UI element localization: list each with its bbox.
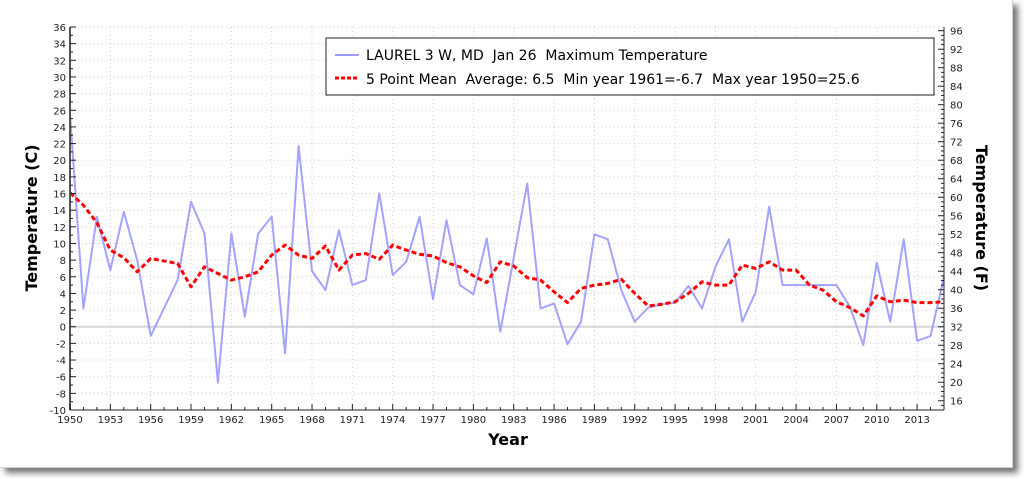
y-tick-label-left: 24 [53,123,66,134]
x-tick-label: 1971 [340,415,365,426]
y-tick-label-left: 32 [53,56,66,67]
x-tick-label: 1953 [98,415,123,426]
y-tick-label-left: 14 [53,206,66,217]
y-tick-label-right: 80 [950,101,963,112]
x-tick-label: 1995 [662,415,687,426]
x-tick-label: 1977 [420,415,445,426]
x-tick-label: 2010 [864,415,889,426]
y-tick-label-left: 34 [53,40,66,51]
y-tick-label-left: 30 [53,73,66,84]
y-tick-label-left: 0 [60,323,66,334]
y-tick-label-right: 32 [950,323,963,334]
y-tick-label-right: 20 [950,378,963,389]
y-tick-label-right: 16 [950,397,963,408]
x-tick-label: 1980 [461,415,486,426]
y-tick-label-right: 88 [950,64,963,75]
y-tick-label-left: 8 [60,256,66,267]
legend: LAUREL 3 W, MD Jan 26 Maximum Temperatur… [325,37,935,96]
x-axis-title: Year [487,430,528,449]
x-tick-label: 2013 [904,415,929,426]
x-tick-label: 1983 [501,415,526,426]
y-tick-label-right: 44 [950,267,963,278]
y-tick-label-right: 52 [950,230,963,241]
y-tick-label-right: 28 [950,341,963,352]
y-tick-label-right: 40 [950,286,963,297]
series-line-max-temperature [69,113,945,384]
y-tick-label-right: 76 [950,119,963,130]
left-axis-ticks: -10-8-6-4-202468101214161820222426283032… [50,23,76,417]
y-tick-label-right: 48 [950,249,963,260]
legend-box [325,37,935,96]
x-tick-label: 2007 [824,415,849,426]
y-axis-title-right: Temperature (F) [972,145,991,291]
y-tick-label-right: 56 [950,212,963,223]
y-tick-label-right: 72 [950,138,963,149]
y-tick-label-left: -2 [56,339,66,350]
right-axis-ticks: 16 20 24 28 32 36 40 44 48 52 56 60 64 68 72 76 80 84 88 92… [938,27,963,408]
y-tick-label-left: 26 [53,106,66,117]
y-tick-label-right: 36 [950,304,963,315]
y-tick-label-left: -6 [56,373,66,384]
y-tick-label-left: 18 [53,173,66,184]
y-tick-label-right: 92 [950,45,963,56]
y-tick-label-left: -4 [56,356,66,367]
x-tick-label: 1950 [57,415,82,426]
y-tick-label-right: 60 [950,193,963,204]
x-tick-label: 1998 [703,415,728,426]
y-tick-label-right: 68 [950,156,963,167]
x-tick-label: 2001 [743,415,768,426]
x-tick-label: 1974 [380,415,405,426]
y-tick-label-left: -10 [50,406,66,417]
x-tick-label: 1986 [541,415,566,426]
x-tick-label: 1959 [178,415,203,426]
y-tick-label-left: 12 [53,223,66,234]
y-tick-label-right: 84 [950,82,963,93]
legend-label-mean: 5 Point Mean Average: 6.5 Min year 1961=… [366,72,860,88]
y-tick-label-left: 22 [53,140,66,151]
y-tick-label-left: 20 [53,156,66,167]
y-tick-label-right: 96 [950,27,963,38]
legend-label-temperature: LAUREL 3 W, MD Jan 26 Maximum Temperatur… [366,48,708,64]
y-tick-label-left: 28 [53,90,66,101]
y-tick-label-left: 10 [53,239,66,250]
y-tick-label-left: -8 [56,389,66,400]
x-tick-label: 2004 [783,415,808,426]
x-tick-label: 1992 [622,415,647,426]
y-tick-label-left: 4 [60,289,66,300]
x-tick-label: 1962 [219,415,244,426]
y-tick-label-left: 16 [53,190,66,201]
y-tick-label-left: 6 [60,273,66,284]
x-tick-label: 1965 [259,415,284,426]
y-tick-label-left: 36 [53,23,66,34]
y-axis-title-left: Temperature (C) [22,144,41,291]
y-tick-label-right: 24 [950,360,963,371]
y-tick-label-right: 64 [950,175,963,186]
x-tick-label: 1968 [299,415,324,426]
x-tick-label: 1956 [138,415,163,426]
x-axis-ticks: 1950 1953 1956 1959 1962 1965 1968 1971 1974 1977… [57,404,945,426]
y-tick-label-left: 2 [60,306,66,317]
series-layer [68,113,945,384]
x-tick-label: 1989 [582,415,607,426]
